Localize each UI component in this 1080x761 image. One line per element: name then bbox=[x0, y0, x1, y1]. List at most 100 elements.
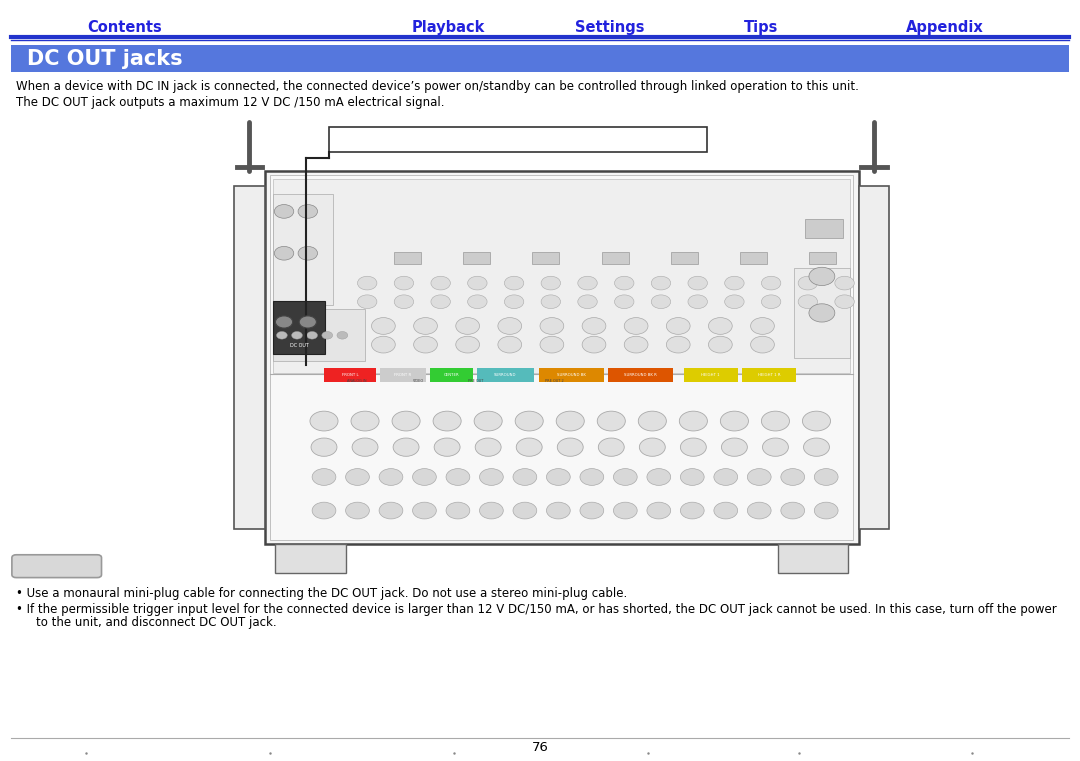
Circle shape bbox=[647, 502, 671, 519]
Circle shape bbox=[804, 438, 829, 457]
FancyBboxPatch shape bbox=[463, 252, 490, 264]
Circle shape bbox=[446, 469, 470, 486]
FancyBboxPatch shape bbox=[273, 309, 365, 361]
Circle shape bbox=[498, 336, 522, 353]
FancyBboxPatch shape bbox=[477, 368, 534, 382]
Circle shape bbox=[456, 336, 480, 353]
Circle shape bbox=[322, 332, 333, 339]
Circle shape bbox=[613, 502, 637, 519]
Circle shape bbox=[274, 247, 294, 260]
Circle shape bbox=[688, 276, 707, 290]
Text: CENTER: CENTER bbox=[444, 373, 459, 377]
Circle shape bbox=[798, 295, 818, 309]
Circle shape bbox=[298, 247, 318, 260]
Circle shape bbox=[814, 469, 838, 486]
Circle shape bbox=[761, 411, 789, 431]
Circle shape bbox=[413, 469, 436, 486]
Circle shape bbox=[639, 438, 665, 457]
Circle shape bbox=[312, 469, 336, 486]
Circle shape bbox=[275, 316, 293, 328]
Circle shape bbox=[337, 332, 348, 339]
Circle shape bbox=[298, 205, 318, 218]
Text: Tips: Tips bbox=[744, 20, 779, 35]
FancyBboxPatch shape bbox=[324, 368, 376, 382]
FancyBboxPatch shape bbox=[273, 301, 325, 354]
Circle shape bbox=[346, 502, 369, 519]
Circle shape bbox=[394, 295, 414, 309]
Circle shape bbox=[597, 411, 625, 431]
Circle shape bbox=[781, 469, 805, 486]
Circle shape bbox=[680, 438, 706, 457]
Text: VIDEO: VIDEO bbox=[413, 378, 424, 383]
Circle shape bbox=[468, 276, 487, 290]
FancyBboxPatch shape bbox=[684, 368, 738, 382]
Circle shape bbox=[680, 502, 704, 519]
Circle shape bbox=[598, 438, 624, 457]
Text: • Use a monaural mini-plug cable for connecting the DC OUT jack. Do not use a st: • Use a monaural mini-plug cable for con… bbox=[16, 587, 627, 600]
Circle shape bbox=[372, 317, 395, 334]
Text: HEIGHT 1: HEIGHT 1 bbox=[701, 373, 720, 377]
Circle shape bbox=[414, 336, 437, 353]
FancyBboxPatch shape bbox=[12, 555, 102, 578]
Circle shape bbox=[312, 502, 336, 519]
Circle shape bbox=[708, 336, 732, 353]
Circle shape bbox=[582, 336, 606, 353]
Circle shape bbox=[515, 411, 543, 431]
FancyBboxPatch shape bbox=[234, 186, 265, 529]
Circle shape bbox=[357, 295, 377, 309]
Text: Contents: Contents bbox=[86, 20, 162, 35]
Circle shape bbox=[714, 502, 738, 519]
Circle shape bbox=[468, 295, 487, 309]
Circle shape bbox=[762, 438, 788, 457]
FancyBboxPatch shape bbox=[608, 368, 673, 382]
Circle shape bbox=[751, 317, 774, 334]
Circle shape bbox=[504, 276, 524, 290]
Circle shape bbox=[546, 502, 570, 519]
Text: FRONT R: FRONT R bbox=[394, 373, 411, 377]
FancyBboxPatch shape bbox=[11, 45, 1069, 72]
Text: Playback: Playback bbox=[411, 20, 485, 35]
Circle shape bbox=[311, 438, 337, 457]
Text: NOTE: NOTE bbox=[39, 559, 75, 573]
Circle shape bbox=[624, 336, 648, 353]
Circle shape bbox=[480, 502, 503, 519]
Circle shape bbox=[747, 502, 771, 519]
Circle shape bbox=[557, 438, 583, 457]
Circle shape bbox=[456, 317, 480, 334]
Text: The DC OUT jack outputs a maximum 12 V DC /150 mA electrical signal.: The DC OUT jack outputs a maximum 12 V D… bbox=[16, 96, 445, 109]
Circle shape bbox=[751, 336, 774, 353]
FancyBboxPatch shape bbox=[329, 127, 707, 152]
Circle shape bbox=[613, 469, 637, 486]
FancyBboxPatch shape bbox=[275, 544, 346, 573]
FancyBboxPatch shape bbox=[671, 252, 698, 264]
Text: Appendix: Appendix bbox=[906, 20, 984, 35]
Circle shape bbox=[809, 267, 835, 285]
Circle shape bbox=[276, 332, 287, 339]
Circle shape bbox=[541, 276, 561, 290]
Circle shape bbox=[292, 332, 302, 339]
FancyBboxPatch shape bbox=[742, 368, 796, 382]
Circle shape bbox=[679, 411, 707, 431]
FancyBboxPatch shape bbox=[794, 268, 850, 358]
Circle shape bbox=[556, 411, 584, 431]
FancyBboxPatch shape bbox=[273, 193, 333, 305]
Circle shape bbox=[474, 411, 502, 431]
Circle shape bbox=[413, 502, 436, 519]
FancyBboxPatch shape bbox=[805, 219, 843, 238]
Circle shape bbox=[540, 317, 564, 334]
Circle shape bbox=[835, 276, 854, 290]
Circle shape bbox=[480, 469, 503, 486]
Circle shape bbox=[504, 295, 524, 309]
Text: When a device with DC IN jack is connected, the connected device’s power on/stan: When a device with DC IN jack is connect… bbox=[16, 80, 859, 93]
Text: • If the permissible trigger input level for the connected device is larger than: • If the permissible trigger input level… bbox=[16, 603, 1057, 616]
Text: PRE OUT 2: PRE OUT 2 bbox=[544, 378, 564, 383]
Circle shape bbox=[578, 295, 597, 309]
Circle shape bbox=[688, 295, 707, 309]
FancyBboxPatch shape bbox=[539, 368, 604, 382]
Circle shape bbox=[624, 317, 648, 334]
Circle shape bbox=[580, 469, 604, 486]
Circle shape bbox=[638, 411, 666, 431]
Circle shape bbox=[274, 205, 294, 218]
Circle shape bbox=[647, 469, 671, 486]
FancyBboxPatch shape bbox=[778, 544, 848, 573]
